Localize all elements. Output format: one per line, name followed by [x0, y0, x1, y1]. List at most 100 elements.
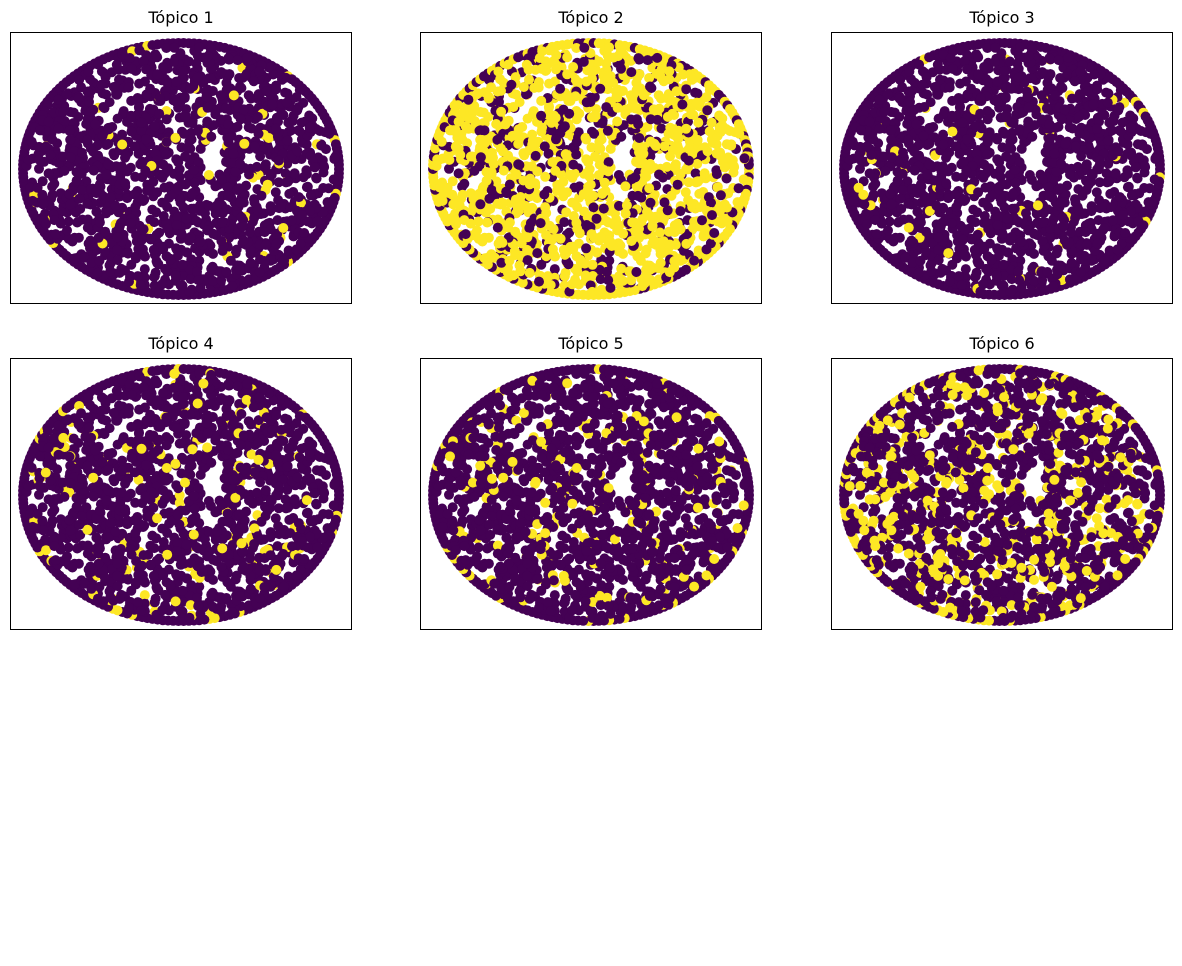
scatter-point [1103, 88, 1114, 99]
scatter-point [1016, 143, 1027, 154]
scatter-point [103, 206, 114, 216]
scatter-point [906, 74, 917, 85]
scatter-point [114, 267, 125, 278]
scatter-point [1091, 187, 1102, 198]
scatter-point [551, 64, 561, 75]
scatter-point [721, 173, 732, 184]
scatter-point [868, 189, 879, 200]
scatter-point [738, 174, 749, 185]
scatter-point [893, 217, 904, 228]
scatter-point [435, 182, 445, 193]
scatter-point [1058, 220, 1069, 231]
scatter-point [913, 267, 924, 278]
scatter-point [590, 151, 600, 162]
scatter-point [1062, 68, 1073, 79]
scatter-point [235, 197, 246, 208]
scatter-point [507, 130, 518, 141]
scatter-point [706, 117, 717, 128]
scatter-point [184, 56, 194, 67]
scatter-point [695, 202, 706, 213]
scatter-point [579, 42, 590, 53]
scatter-point [661, 161, 672, 172]
scatter-svg [18, 38, 344, 300]
scatter-point [602, 266, 612, 277]
scatter-point [970, 121, 981, 132]
scatter-point [238, 104, 249, 115]
scatter-point [649, 138, 660, 149]
scatter-point [642, 55, 653, 66]
scatter-point [590, 112, 601, 123]
scatter-point [589, 91, 600, 102]
scatter-point [864, 168, 875, 179]
scatter-point [177, 286, 188, 297]
scatter-point [907, 257, 918, 268]
scatter-point [551, 134, 561, 145]
scatter-point [64, 188, 75, 199]
scatter-point [999, 202, 1010, 213]
scatter-point [659, 197, 670, 208]
scatter-point [591, 247, 602, 258]
scatter-point [675, 169, 686, 179]
scatter-point [550, 165, 561, 176]
scatter-point [482, 217, 493, 228]
scatter-point [1077, 190, 1088, 201]
scatter-point [126, 110, 137, 121]
scatter-point [947, 110, 958, 121]
scatter-point [626, 275, 637, 286]
scatter-point [86, 257, 97, 268]
scatter-point [861, 141, 872, 152]
scatter-point [621, 200, 632, 211]
scatter-point [293, 192, 304, 203]
scatter-point [885, 188, 896, 199]
scatter-point [998, 259, 1009, 270]
scatter-point [1000, 128, 1011, 139]
scatter-point [216, 275, 227, 286]
scatter-point [625, 90, 636, 101]
scatter-point [270, 187, 281, 198]
scatter-point [903, 198, 914, 209]
scatter-point [627, 217, 638, 228]
scatter-point [1044, 53, 1055, 64]
scatter-point [972, 207, 983, 218]
scatter-point [1005, 56, 1015, 67]
scatter-point [138, 56, 149, 67]
scatter-point [645, 158, 656, 169]
scatter-point [495, 74, 506, 85]
scatter-point [483, 93, 494, 104]
scatter-point [1027, 263, 1038, 274]
scatter-point [986, 254, 997, 265]
scatter-point [877, 206, 888, 217]
scatter-point [598, 203, 609, 214]
scatter-point [1013, 125, 1024, 136]
scatter-point [958, 234, 968, 245]
scatter-point [498, 146, 509, 157]
scatter-point [524, 74, 534, 85]
scatter-point [739, 153, 750, 164]
scatter-point [216, 174, 227, 185]
scatter-point [235, 158, 246, 169]
scatter-point [520, 200, 531, 211]
scatter-point [1102, 97, 1113, 108]
scatter-point [223, 53, 234, 64]
scatter-point [562, 187, 573, 198]
scatter-point [509, 246, 520, 257]
scatter-point [284, 188, 295, 199]
scatter-point [304, 122, 315, 133]
scatter-point [90, 119, 101, 130]
scatter-point [186, 134, 197, 145]
scatter-point [163, 77, 174, 88]
scatter-point [1086, 169, 1097, 179]
scatter-point [285, 202, 296, 213]
scatter-point [978, 279, 989, 290]
scatter-point [595, 274, 606, 285]
scatter-point [597, 189, 608, 199]
scatter-point [599, 165, 610, 175]
scatter-point [666, 190, 677, 201]
scatter-point [524, 223, 535, 233]
scatter-point [237, 220, 248, 231]
scatter-point [563, 259, 574, 270]
scatter-point [546, 117, 557, 128]
scatter-point [970, 217, 981, 228]
scatter-point [542, 271, 553, 282]
scatter-point [105, 192, 116, 202]
